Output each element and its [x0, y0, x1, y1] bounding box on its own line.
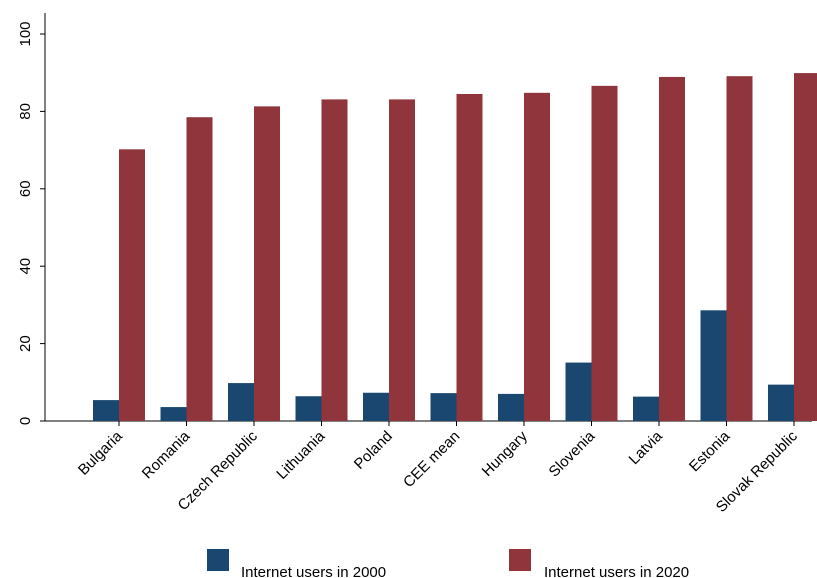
- y-tick-label: 40: [17, 258, 34, 275]
- bar-2020: [659, 76, 685, 421]
- x-tick-label: Romania: [139, 427, 194, 482]
- legend-swatch: [207, 549, 229, 571]
- bar-2020: [389, 99, 415, 421]
- bar-2020: [726, 76, 753, 422]
- y-tick-label: 20: [17, 335, 34, 352]
- y-tick-label: 80: [17, 103, 34, 120]
- x-tick-label: Poland: [351, 428, 396, 473]
- x-tick-label: Hungary: [479, 427, 531, 479]
- bar-2020: [321, 99, 348, 421]
- bar-2000: [565, 362, 592, 421]
- legend: Internet users in 2000 Internet users in …: [207, 549, 689, 578]
- bar-2000: [93, 400, 119, 421]
- legend-label: Internet users in 2020: [544, 564, 689, 578]
- bar-2020: [524, 92, 550, 421]
- bar-2000: [768, 384, 794, 421]
- bar-2020: [794, 73, 817, 421]
- bar-2020: [186, 117, 213, 421]
- bars: [93, 73, 817, 422]
- x-tick-label: Latvia: [626, 427, 667, 468]
- bar-2000: [363, 392, 389, 421]
- bar-2000: [700, 310, 727, 421]
- x-tick-label: CEE mean: [400, 428, 463, 491]
- legend-label: Internet users in 2000: [241, 564, 386, 578]
- bar-2020: [254, 106, 280, 421]
- y-tick-label: 100: [17, 21, 34, 46]
- y-axis-ticks: 0 20 40 60 80 100: [17, 21, 45, 425]
- legend-swatch: [509, 549, 531, 571]
- x-tick-label: Lithuania: [273, 427, 329, 483]
- bar-2020: [591, 85, 618, 421]
- bar-2000: [430, 393, 457, 421]
- bar-2020: [119, 149, 145, 422]
- bar-2000: [228, 383, 254, 421]
- y-tick-label: 60: [17, 180, 34, 197]
- bar-2020: [456, 93, 483, 422]
- bar-2000: [160, 407, 187, 421]
- x-tick-label: Bulgaria: [75, 427, 126, 478]
- x-tick-label: Slovenia: [546, 427, 599, 480]
- bar-2000: [498, 393, 524, 421]
- bar-2000: [633, 396, 659, 421]
- x-tick-label: Estonia: [686, 427, 734, 475]
- y-tick-label: 0: [17, 417, 34, 425]
- bar-2000: [295, 396, 322, 421]
